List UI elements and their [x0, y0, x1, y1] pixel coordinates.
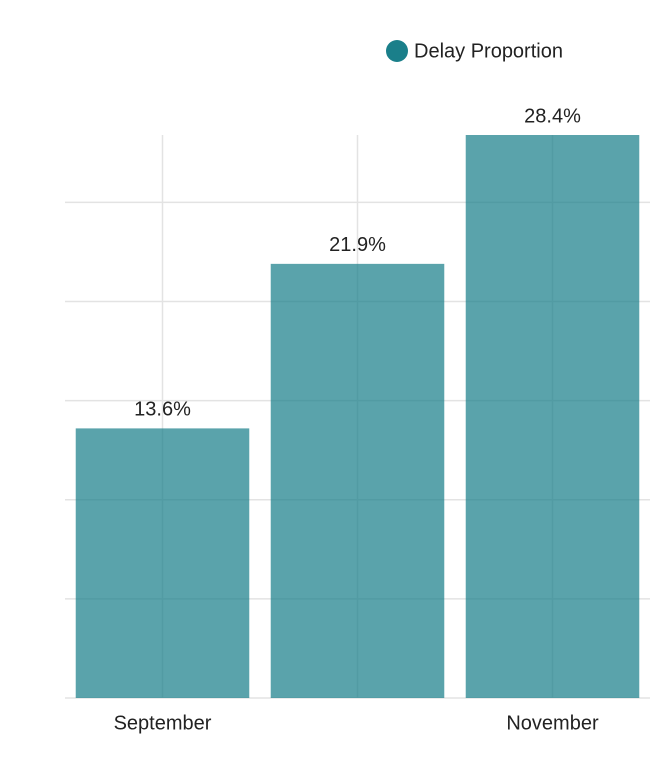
data-label: 13.6% [134, 399, 191, 421]
data-label: 21.9% [329, 234, 386, 256]
bar [270, 263, 445, 698]
legend-label: Delay Proportion [414, 40, 563, 62]
bar [75, 428, 250, 698]
data-label: 28.4% [524, 105, 581, 127]
x-tick-label: September [114, 712, 212, 734]
bar [465, 135, 640, 698]
legend-marker [386, 40, 408, 62]
x-tick-label: November [506, 712, 599, 734]
